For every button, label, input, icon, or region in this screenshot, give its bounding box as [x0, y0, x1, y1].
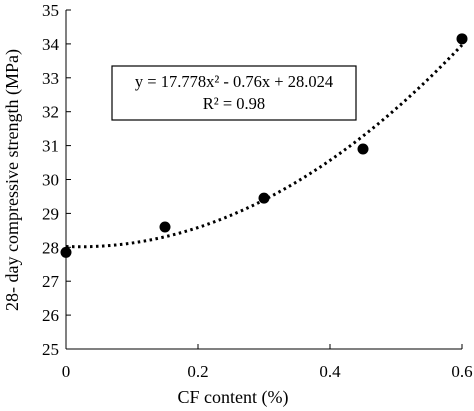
- y-tick-label: 26: [42, 306, 59, 325]
- data-point: [159, 221, 171, 233]
- data-point: [60, 246, 72, 258]
- r-squared-label: R² = 0.98: [203, 94, 265, 113]
- equation-box: y = 17.778x² - 0.76x + 28.024 R² = 0.98: [111, 65, 357, 121]
- y-axis-title: 28- day compressive strength (MPa): [2, 49, 23, 311]
- y-tick-label: 32: [42, 103, 59, 122]
- x-tick-label: 0.2: [187, 362, 208, 381]
- data-points: [60, 33, 468, 258]
- y-axis-ticks: 25 26 27 28 29 30 31 32 33 34 35: [42, 1, 71, 359]
- y-tick-label: 27: [42, 272, 60, 291]
- data-point: [357, 143, 369, 155]
- y-tick-label: 29: [42, 204, 59, 223]
- y-tick-label: 28: [42, 238, 59, 257]
- y-tick-label: 35: [42, 1, 59, 20]
- data-point: [258, 192, 270, 204]
- x-tick-label: 0: [62, 362, 71, 381]
- data-point: [456, 33, 468, 45]
- x-tick-label: 0.6: [451, 362, 472, 381]
- y-tick-label: 30: [42, 171, 59, 190]
- y-tick-label: 31: [42, 137, 59, 156]
- y-tick-label: 25: [42, 340, 59, 359]
- trendline-equation: y = 17.778x² - 0.76x + 28.024: [135, 72, 333, 91]
- y-tick-label: 33: [42, 69, 59, 88]
- x-tick-label: 0.4: [319, 362, 341, 381]
- y-tick-label: 34: [42, 35, 60, 54]
- x-axis-ticks: 0 0.2 0.4 0.6: [62, 344, 473, 381]
- x-axis-title: CF content (%): [178, 387, 289, 408]
